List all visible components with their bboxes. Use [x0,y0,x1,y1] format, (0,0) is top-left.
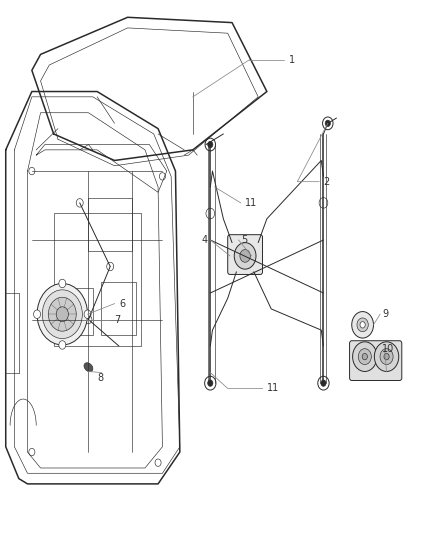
Circle shape [42,290,82,338]
FancyBboxPatch shape [350,341,402,381]
Text: 10: 10 [382,344,395,354]
Text: 2: 2 [323,176,330,187]
Circle shape [85,316,92,324]
Circle shape [159,173,166,180]
Text: 6: 6 [119,298,125,309]
Circle shape [205,376,216,390]
Circle shape [325,120,330,126]
Circle shape [374,342,399,372]
Circle shape [318,376,329,390]
Text: 5: 5 [241,235,247,245]
Circle shape [59,279,66,288]
Circle shape [208,380,213,386]
Circle shape [208,141,213,148]
Circle shape [322,117,333,130]
Circle shape [319,198,328,208]
Circle shape [380,349,393,365]
Circle shape [321,380,326,386]
Circle shape [205,138,215,151]
Circle shape [234,243,256,269]
Ellipse shape [84,363,93,372]
Circle shape [48,297,76,331]
Circle shape [29,448,35,456]
Circle shape [107,262,114,271]
Text: 9: 9 [382,309,389,319]
Text: 8: 8 [97,373,103,383]
Circle shape [384,353,389,360]
Circle shape [34,310,41,318]
Circle shape [362,353,367,360]
Text: 11: 11 [267,383,279,393]
Circle shape [360,321,365,328]
Circle shape [59,341,66,349]
Circle shape [240,249,251,262]
Circle shape [37,284,88,345]
Text: 11: 11 [245,198,258,208]
Circle shape [357,318,368,332]
Text: 4: 4 [201,235,208,245]
Circle shape [206,208,215,219]
Circle shape [155,459,161,466]
Circle shape [352,312,374,338]
Text: 7: 7 [115,314,121,325]
Circle shape [84,310,91,318]
Circle shape [358,349,371,365]
Text: 1: 1 [289,55,295,64]
Circle shape [29,167,35,175]
Circle shape [76,199,83,207]
Circle shape [353,342,377,372]
FancyBboxPatch shape [228,235,262,274]
Circle shape [56,307,68,321]
